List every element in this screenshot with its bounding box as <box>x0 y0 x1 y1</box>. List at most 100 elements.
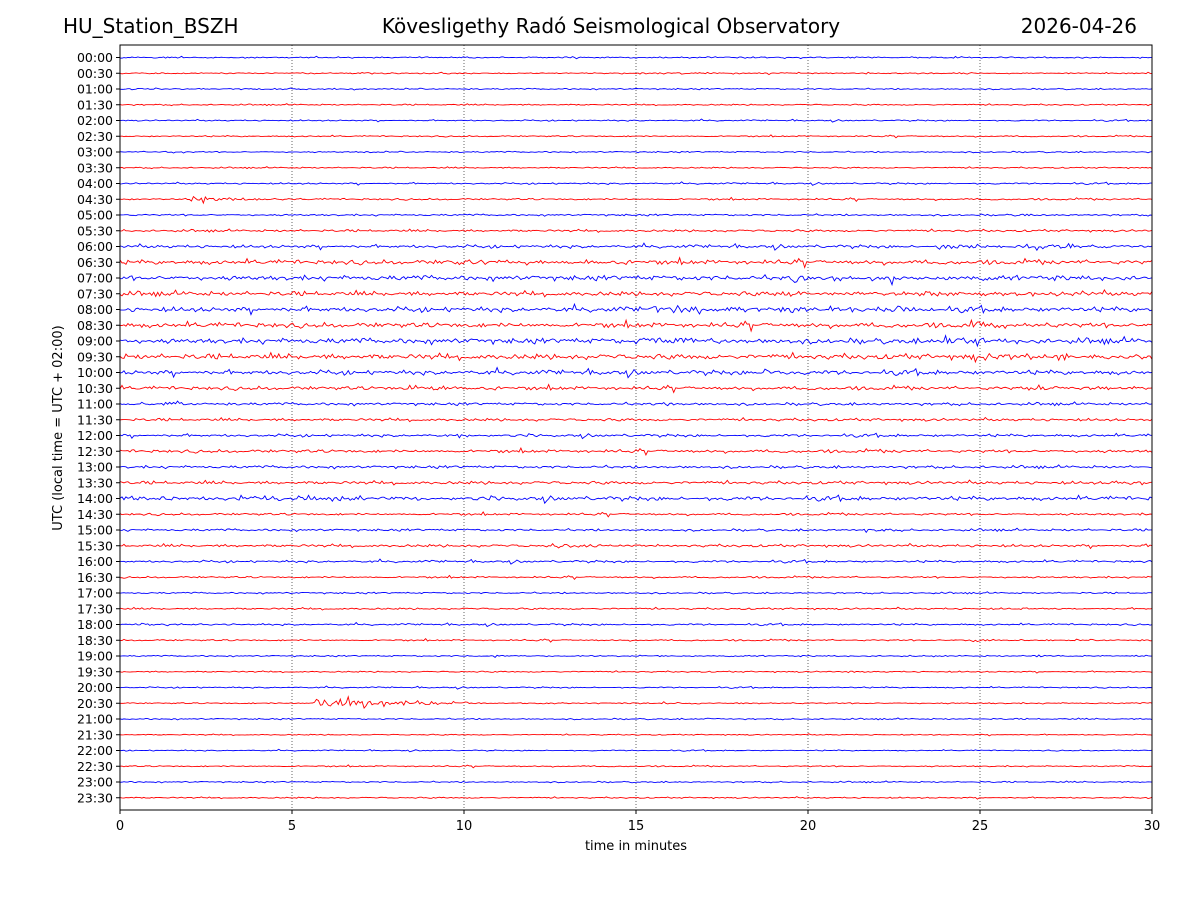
trace-row-0230 <box>119 134 1153 139</box>
trace-row-1130 <box>119 416 1153 423</box>
trace-row-2100 <box>119 717 1153 721</box>
trace-row-0000 <box>119 55 1153 60</box>
x-tick-label: 20 <box>800 819 817 834</box>
trace-row-1430 <box>119 511 1153 518</box>
y-tick-label: 17:00 <box>77 586 113 601</box>
x-tick-label: 25 <box>972 819 989 834</box>
chart-title: Kövesligethy Radó Seismological Observat… <box>381 14 841 38</box>
trace-row-1200 <box>119 432 1153 440</box>
x-tick-label: 0 <box>116 819 124 834</box>
y-tick-label: 05:00 <box>77 208 113 223</box>
y-tick-label: 11:30 <box>77 412 113 427</box>
y-tick-label: 10:00 <box>77 365 113 380</box>
y-tick-label: 23:00 <box>77 775 113 790</box>
station-label: HU_Station_BSZH <box>63 14 239 38</box>
trace-row-1030 <box>119 383 1153 394</box>
trace-row-0430 <box>119 195 1153 205</box>
trace-row-2000 <box>119 685 1153 690</box>
trace-row-0930 <box>119 351 1153 364</box>
trace-row-2330 <box>119 796 1153 800</box>
trace-row-2130 <box>119 733 1153 737</box>
y-tick-label: 21:30 <box>77 727 113 742</box>
y-tick-label: 19:00 <box>77 649 113 664</box>
trace-row-0330 <box>119 166 1153 170</box>
y-tick-label: 01:00 <box>77 82 113 97</box>
trace-row-0030 <box>119 71 1153 76</box>
trace-row-2230 <box>119 764 1153 769</box>
trace-row-0600 <box>119 242 1153 252</box>
y-tick-label: 12:30 <box>77 444 113 459</box>
trace-row-1600 <box>119 558 1153 565</box>
y-tick-label: 22:00 <box>77 743 113 758</box>
y-tick-label: 15:00 <box>77 523 113 538</box>
x-tick-label: 15 <box>628 819 645 834</box>
y-tick-label: 21:00 <box>77 712 113 727</box>
trace-row-0400 <box>119 181 1153 186</box>
y-tick-label: 11:00 <box>77 397 113 412</box>
trace-row-1100 <box>119 400 1153 407</box>
trace-row-2030 <box>119 695 1153 709</box>
y-tick-label: 13:30 <box>77 475 113 490</box>
y-tick-label: 05:30 <box>77 223 113 238</box>
y-tick-label: 03:30 <box>77 160 113 175</box>
y-tick-label: 01:30 <box>77 97 113 112</box>
y-tick-label: 14:00 <box>77 491 113 506</box>
trace-row-2200 <box>119 748 1153 753</box>
y-tick-label: 17:30 <box>77 601 113 616</box>
x-axis-label: time in minutes <box>585 839 687 854</box>
y-tick-label: 08:00 <box>77 302 113 317</box>
trace-row-0630 <box>119 256 1153 269</box>
date-label: 2026-04-26 <box>1020 14 1137 38</box>
y-tick-label: 04:00 <box>77 176 113 191</box>
x-tick-label: 10 <box>456 819 473 834</box>
trace-row-0830 <box>119 318 1153 333</box>
trace-row-0530 <box>119 228 1153 233</box>
trace-row-1400 <box>119 494 1153 505</box>
trace-row-0130 <box>119 103 1153 107</box>
trace-rows <box>119 55 1153 800</box>
trace-row-1730 <box>119 606 1153 611</box>
y-tick-label: 16:30 <box>77 570 113 585</box>
trace-row-1300 <box>119 464 1153 470</box>
y-tick-label: 12:00 <box>77 428 113 443</box>
trace-row-0200 <box>119 118 1153 123</box>
trace-row-1700 <box>119 591 1153 595</box>
trace-row-0800 <box>119 302 1153 316</box>
trace-row-1630 <box>119 574 1153 581</box>
trace-row-0100 <box>119 87 1153 91</box>
y-tick-label: 16:00 <box>77 554 113 569</box>
trace-row-1830 <box>119 637 1153 643</box>
trace-row-1900 <box>119 654 1153 658</box>
trace-row-1530 <box>119 542 1153 550</box>
y-tick-label: 06:00 <box>77 239 113 254</box>
trace-row-0700 <box>119 273 1153 287</box>
y-tick-label: 00:30 <box>77 66 113 81</box>
y-tick-label: 06:30 <box>77 255 113 270</box>
grid-lines <box>291 45 981 810</box>
y-tick-labels: 00:0000:3001:0001:3002:0002:3003:0003:30… <box>77 50 120 805</box>
y-tick-label: 02:00 <box>77 113 113 128</box>
y-tick-label: 08:30 <box>77 318 113 333</box>
trace-row-1330 <box>119 479 1153 486</box>
trace-row-0730 <box>119 289 1153 298</box>
y-tick-label: 04:30 <box>77 192 113 207</box>
y-tick-label: 07:30 <box>77 286 113 301</box>
y-tick-label: 19:30 <box>77 664 113 679</box>
x-tick-label: 30 <box>1144 819 1161 834</box>
y-axis-label: UTC (local time = UTC + 02:00) <box>51 325 66 530</box>
trace-row-1230 <box>119 446 1153 456</box>
trace-row-1800 <box>119 621 1153 628</box>
y-tick-label: 02:30 <box>77 129 113 144</box>
trace-row-0900 <box>119 334 1153 348</box>
y-tick-label: 15:30 <box>77 538 113 553</box>
y-tick-label: 13:00 <box>77 460 113 475</box>
y-tick-label: 00:00 <box>77 50 113 65</box>
y-tick-label: 09:00 <box>77 334 113 349</box>
trace-row-2300 <box>119 780 1153 784</box>
trace-row-0500 <box>119 213 1153 217</box>
y-tick-label: 07:00 <box>77 271 113 286</box>
y-tick-label: 18:30 <box>77 633 113 648</box>
y-tick-label: 20:00 <box>77 680 113 695</box>
trace-row-1500 <box>119 527 1153 534</box>
